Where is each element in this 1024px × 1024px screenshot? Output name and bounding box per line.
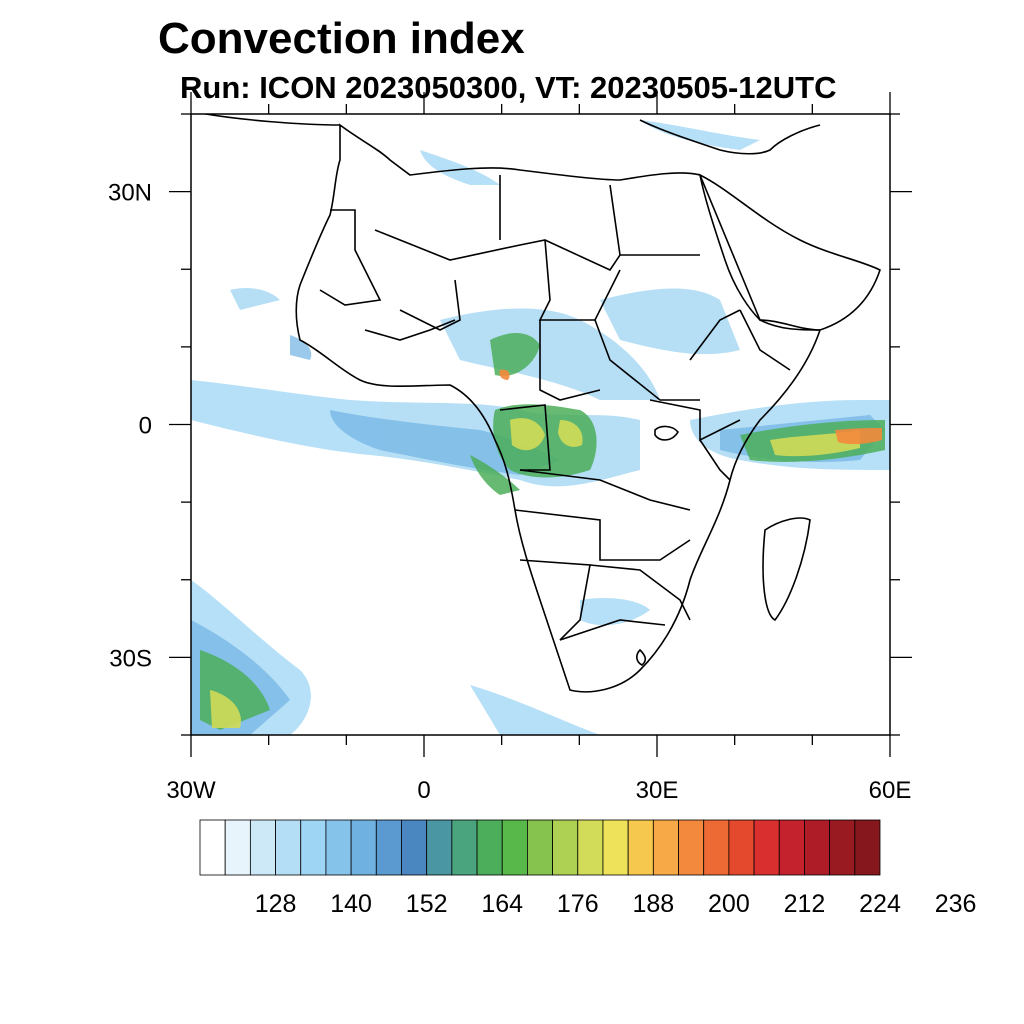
colorbar-box [476,819,503,876]
colorbar-box [678,819,705,876]
colorbar-box [199,819,226,876]
colorbar-box [753,819,780,876]
colorbar-box [577,819,604,876]
y-tick-label: 0 [139,413,152,440]
colorbar-box [804,819,831,876]
x-tick-label: 0 [417,777,430,804]
colorbar-box [350,819,377,876]
colorbar-label: 200 [708,890,750,918]
colorbar-box [728,819,755,876]
x-tick-label: 60E [869,777,912,804]
colorbar-label: 188 [632,890,674,918]
colorbar-box [224,819,251,876]
colorbar-box [703,819,730,876]
axis-tick-labels: 30W 0 30E 60E 30N 0 30S [108,180,911,804]
colorbar-labels: 128 140 152 164 176 188 200 212 224 236 [255,890,977,918]
colorbar-box [300,819,327,876]
convection-shading [191,120,890,735]
colorbar-box [552,819,579,876]
colorbar-label: 128 [255,890,297,918]
colorbar-box [401,819,428,876]
colorbar-box [854,819,881,876]
colorbar-box [602,819,629,876]
map-title: Convection index [158,14,525,63]
colorbar-box [325,819,352,876]
colorbar-label: 140 [330,890,372,918]
colorbar-box [501,819,528,876]
y-tick-label: 30S [109,645,152,672]
colorbar-box [426,819,453,876]
y-tick-label: 30N [108,180,152,207]
colorbar-box [627,819,654,876]
colorbar-label: 212 [784,890,826,918]
colorbar-label: 224 [859,890,901,918]
colorbar-label: 176 [557,890,599,918]
colorbar-box [829,819,856,876]
colorbar-box [375,819,402,876]
colorbar-box [249,819,276,876]
colorbar-box [652,819,679,876]
colorbar-box [275,819,302,876]
colorbar-label: 164 [481,890,523,918]
colorbar-box [778,819,805,876]
colorbar-label: 236 [935,890,977,918]
x-tick-label: 30E [636,777,679,804]
colorbar-box [451,819,478,876]
colorbar-label: 152 [406,890,448,918]
colorbar-box [527,819,553,876]
coastline-borders [201,114,881,693]
axis-ticks [169,92,912,757]
x-tick-label: 30W [166,777,216,804]
colorbar [199,819,881,876]
map-subtitle: Run: ICON 2023050300, VT: 20230505-12UTC [180,70,837,105]
